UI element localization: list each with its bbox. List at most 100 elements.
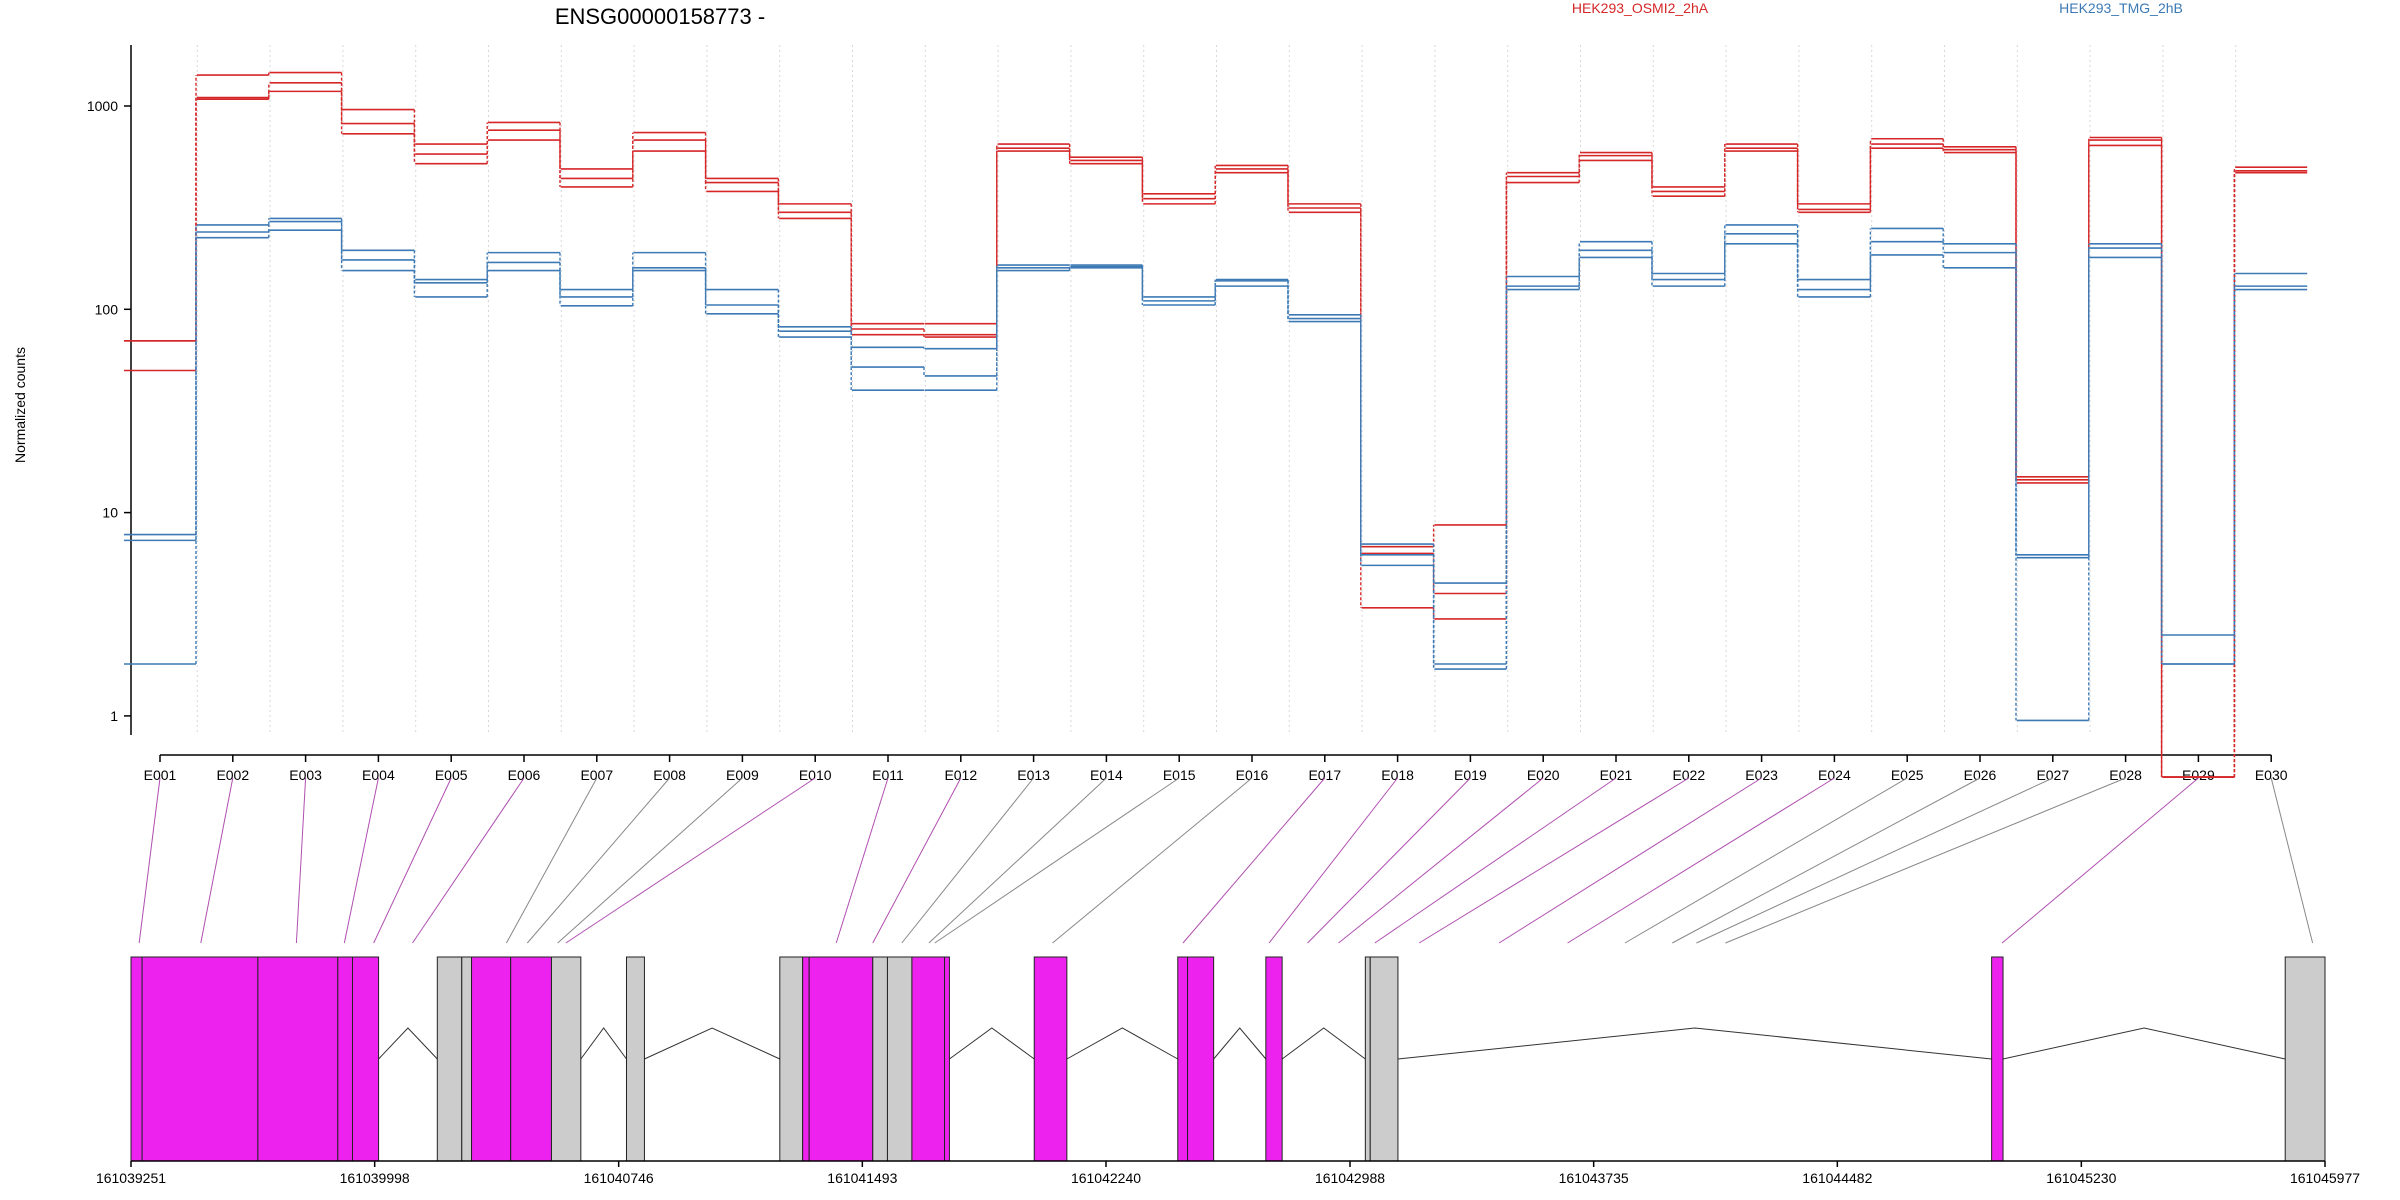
exon-block <box>1364 956 1371 1162</box>
x-tick-label-e003: E003 <box>289 767 322 783</box>
x-tick-label-e010: E010 <box>799 767 832 783</box>
exon-block <box>886 956 913 1162</box>
exon-block <box>872 956 888 1162</box>
exon-block <box>461 956 473 1162</box>
x-tick-label-e006: E006 <box>508 767 541 783</box>
series-hek293-osmi2-2ha-rep3 <box>124 90 2308 778</box>
exon-block <box>257 956 339 1162</box>
exon-block <box>1265 956 1283 1162</box>
exon-link <box>934 777 1180 944</box>
exon-block <box>351 956 380 1162</box>
gene-coordinate-label: 161041493 <box>827 1170 897 1186</box>
exon-block <box>911 956 946 1162</box>
gene-coordinate-label: 161040746 <box>584 1170 654 1186</box>
x-tick-label-e030: E030 <box>2255 767 2288 783</box>
gene-coordinate-label: 161039251 <box>96 1170 166 1186</box>
exon-block <box>625 956 645 1162</box>
x-tick-label-e005: E005 <box>435 767 468 783</box>
x-tick-label-e025: E025 <box>1891 767 1924 783</box>
exon-link <box>1725 777 2126 944</box>
exon-block <box>1177 956 1189 1162</box>
intron-line <box>1397 1027 1992 1060</box>
intron-line <box>1213 1027 1267 1060</box>
x-tick-label-e002: E002 <box>216 767 249 783</box>
x-tick-label-e018: E018 <box>1381 767 1414 783</box>
exon-block <box>436 956 463 1162</box>
exon-link <box>1374 777 1617 944</box>
x-tick-label-e017: E017 <box>1308 767 1341 783</box>
x-tick-label-e027: E027 <box>2036 767 2069 783</box>
exon-block <box>779 956 804 1162</box>
x-tick-label-e014: E014 <box>1090 767 1123 783</box>
exon-link <box>343 777 379 944</box>
exon-link <box>1498 777 1762 944</box>
x-tick-label-e024: E024 <box>1818 767 1851 783</box>
exon-link <box>200 777 234 944</box>
x-tick-label-e007: E007 <box>580 767 613 783</box>
y-tick-label: 100 <box>95 301 119 317</box>
gene-coordinate-label: 161042240 <box>1071 1170 1141 1186</box>
y-axis-label: Normalized counts <box>12 347 28 463</box>
exon-link <box>1418 777 1690 944</box>
x-tick-label-e004: E004 <box>362 767 395 783</box>
exon-link <box>1672 777 1981 944</box>
grid-lines <box>196 45 2237 735</box>
intron-line <box>949 1027 1035 1060</box>
exon-block <box>130 956 143 1162</box>
exon-link <box>138 777 161 944</box>
x-tick-label-e008: E008 <box>653 767 686 783</box>
x-tick-label-e011: E011 <box>872 767 904 783</box>
exon-block <box>944 956 950 1162</box>
exon-link <box>901 777 1034 944</box>
exon-link <box>1338 777 1544 944</box>
intron-line <box>580 1027 627 1060</box>
series-hek293-tmg-2hb-rep3 <box>124 229 2308 722</box>
intron-line <box>378 1027 438 1060</box>
exon-block <box>471 956 512 1162</box>
intron-line <box>2002 1027 2286 1060</box>
gene-coordinate-label: 161039998 <box>340 1170 410 1186</box>
x-tick-label-e028: E028 <box>2109 767 2142 783</box>
exon-link <box>872 777 962 944</box>
intron-line <box>644 1027 781 1060</box>
exon-link-lines <box>138 777 2314 944</box>
exon-block <box>550 956 582 1162</box>
exon-link <box>2270 777 2314 944</box>
exon-link <box>1307 777 1471 944</box>
intron-line <box>1281 1027 1366 1060</box>
exon-block <box>141 956 259 1162</box>
x-tick-label-e013: E013 <box>1017 767 1050 783</box>
gene-coordinate-label: 161044482 <box>1802 1170 1872 1186</box>
legend-label-tmg: HEK293_TMG_2hB <box>2059 0 2183 16</box>
x-tick-label-e023: E023 <box>1745 767 1778 783</box>
x-tick-label-e001: E001 <box>144 767 177 783</box>
exon-link <box>928 777 1107 944</box>
exon-link <box>526 777 670 944</box>
exon-link <box>1182 777 1326 944</box>
exon-link <box>1696 777 2054 944</box>
x-tick-label-e022: E022 <box>1672 767 1705 783</box>
exon-link <box>1268 777 1398 944</box>
y-tick-label: 1000 <box>87 98 118 114</box>
chart-title: ENSG00000158773 - <box>555 4 765 29</box>
gene-coordinate-label: 161045230 <box>2046 1170 2116 1186</box>
exon-link <box>835 777 889 944</box>
exon-block <box>1187 956 1215 1162</box>
x-tick-label-e019: E019 <box>1454 767 1487 783</box>
exon-link <box>412 777 525 944</box>
axes: 1 10 100 1000 E001 E002 E003 E004 E005 E006 E007 E0… <box>87 45 2288 783</box>
gene-coordinate-label: 161043735 <box>1559 1170 1629 1186</box>
gene-model: 161039251 161039998 161040746 161041493 1610… <box>96 956 2360 1186</box>
gene-coordinate-label: 161045977 <box>2290 1170 2360 1186</box>
exon-block <box>337 956 353 1162</box>
x-tick-label-e021: E021 <box>1600 767 1633 783</box>
y-tick-label: 10 <box>102 505 118 521</box>
exon-link <box>1567 777 1835 944</box>
gene-coordinate-label: 161042988 <box>1315 1170 1385 1186</box>
exon-link <box>373 777 452 944</box>
exon-link <box>295 777 307 944</box>
intron-line <box>1066 1027 1179 1060</box>
legend-label-osmi: HEK293_OSMI2_2hA <box>1572 0 1709 16</box>
x-tick-label-e016: E016 <box>1236 767 1269 783</box>
